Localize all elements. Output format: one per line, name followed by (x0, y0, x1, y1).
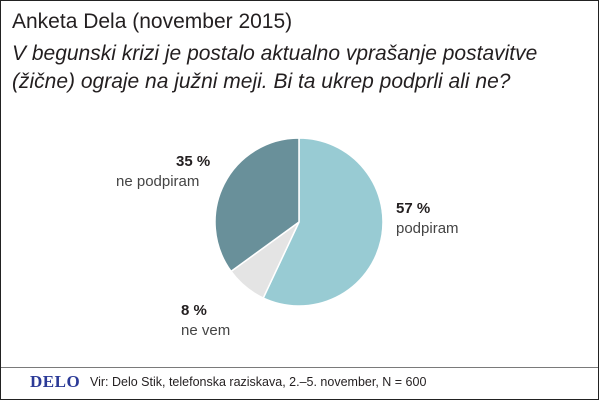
slice-label-ne-podpiram: 35 % ne podpiram (116, 153, 210, 190)
value-label-ne-podpiram: 35 % (176, 153, 210, 170)
category-label-ne-podpiram: ne podpiram (116, 173, 199, 190)
slice-label-ne-vem: 8 % ne vem (181, 302, 230, 339)
category-label-ne-vem: ne vem (181, 322, 230, 339)
source-note: Vir: Delo Stik, telefonska raziskava, 2.… (90, 375, 427, 389)
footer-divider (1, 367, 598, 368)
delo-logo: DELO (30, 372, 81, 391)
slice-label-podpiram: 57 % podpiram (396, 200, 459, 237)
value-label-podpiram: 57 % (396, 200, 430, 217)
value-label-ne-vem: 8 % (181, 302, 207, 319)
pie-slice-podpiram (262, 137, 384, 307)
survey-question: V begunski krizi je postalo aktualno vpr… (12, 42, 538, 93)
category-label-podpiram: podpiram (396, 220, 459, 237)
chart-title: Anketa Dela (november 2015) (12, 10, 293, 33)
pie-slice-ne-podpiram (214, 137, 300, 273)
